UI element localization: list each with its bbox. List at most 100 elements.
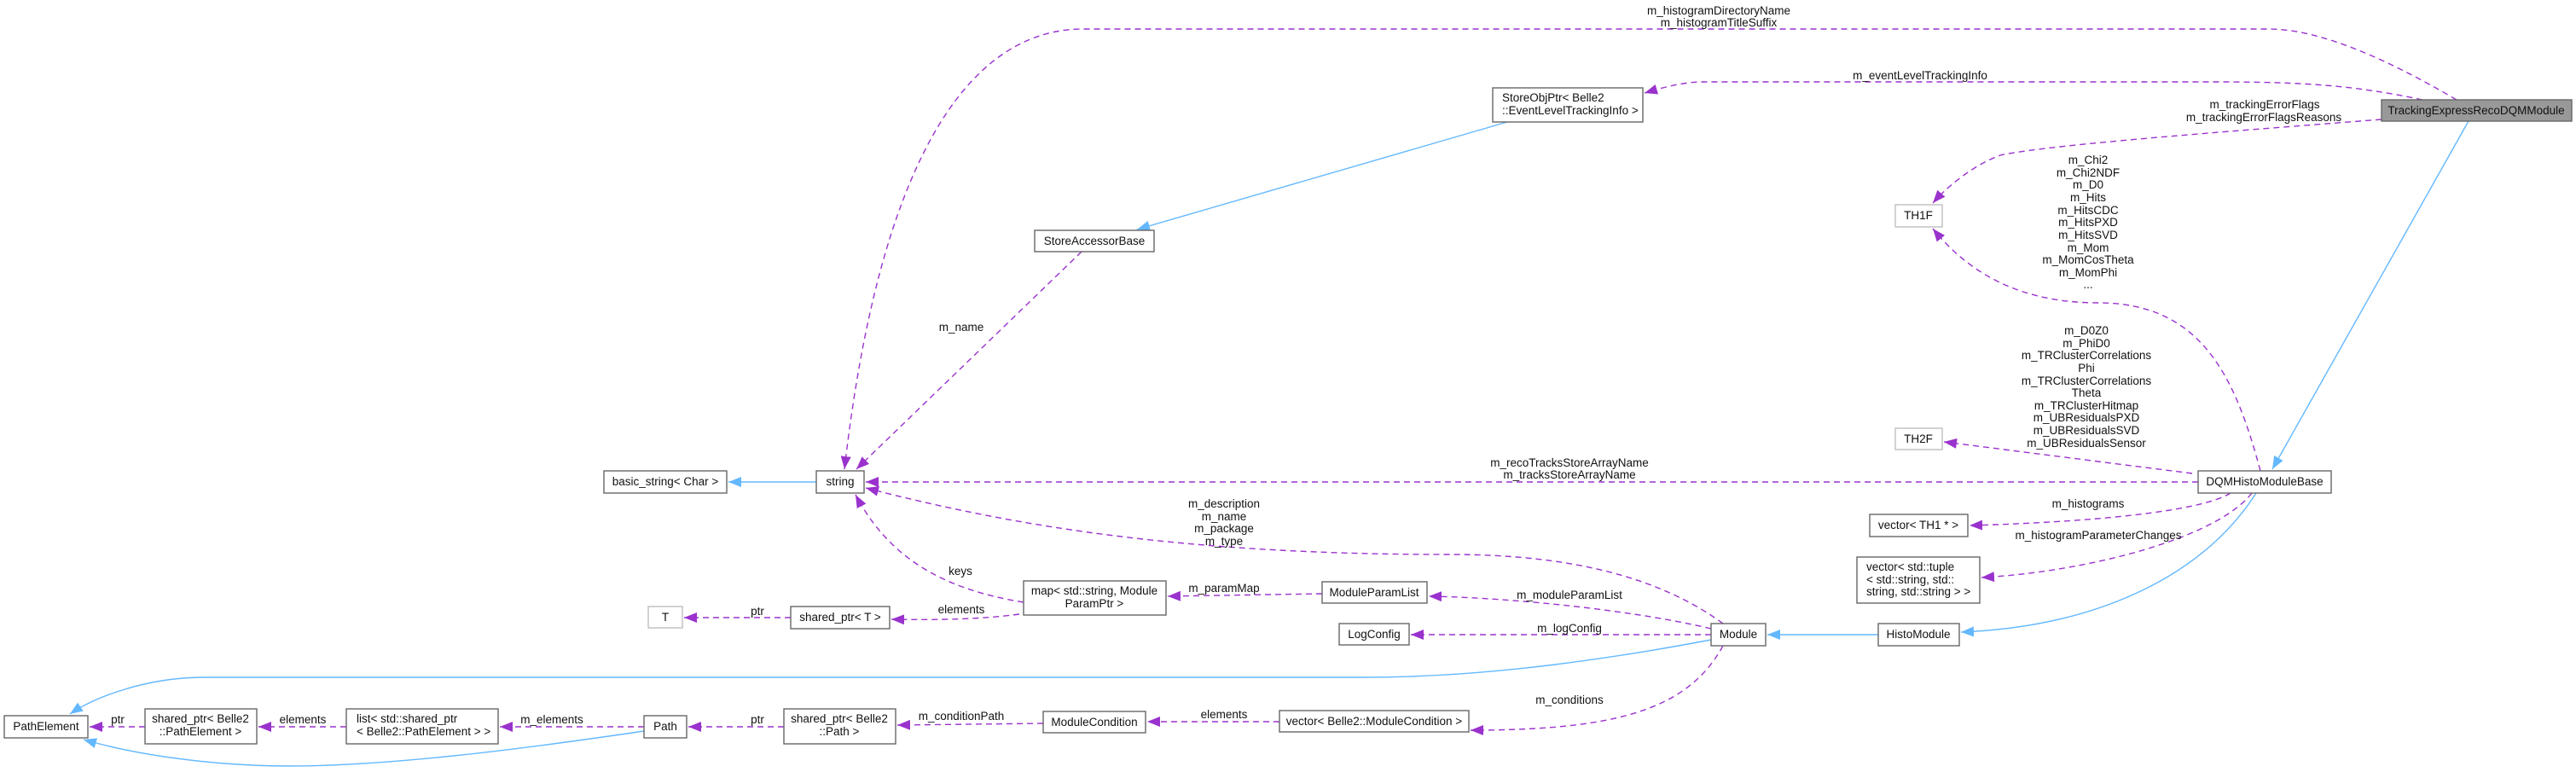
node-dqm-histo-module-base[interactable]: DQMHistoModuleBase <box>2197 470 2332 494</box>
edge-label: m_MomCosTheta <box>2042 253 2134 266</box>
node-label: map< std::string, Module <box>1031 584 1157 597</box>
edge-label: m_Hits <box>2070 191 2106 204</box>
node-tracking-express-reco-dqm-module[interactable]: TrackingExpressRecoDQMModule <box>2381 99 2573 122</box>
node-shared-ptr-path-element[interactable]: shared_ptr< Belle2 ::PathElement > <box>144 708 258 745</box>
node-path[interactable]: Path <box>643 715 688 739</box>
edge-label: m_Mom <box>2068 241 2109 254</box>
edge-inherit-path-element-module <box>69 639 1712 715</box>
node-label: DQMHistoModuleBase <box>2206 475 2323 488</box>
edge-label: m_UBResidualsPXD <box>2034 411 2140 424</box>
node-label: list< std::shared_ptr <box>357 712 458 725</box>
edge-label: elements <box>280 713 327 726</box>
node-label: T <box>662 611 669 624</box>
edge-map-keys <box>855 494 1024 603</box>
node-store-accessor-base[interactable]: StoreAccessorBase <box>1034 229 1155 252</box>
node-t[interactable]: T <box>647 606 683 629</box>
node-module-param-list[interactable]: ModuleParamList <box>1321 581 1428 604</box>
node-shared-ptr-path[interactable]: shared_ptr< Belle2 ::Path > <box>783 708 896 745</box>
node-store-obj-ptr[interactable]: StoreObjPtr< Belle2 ::EventLevelTracking… <box>1492 87 1644 123</box>
edge-label: ptr <box>111 713 125 726</box>
node-list-shared-ptr[interactable]: list< std::shared_ptr < Belle2::PathElem… <box>345 708 499 745</box>
node-path-element[interactable]: PathElement <box>3 715 89 739</box>
edge-param-map <box>1167 590 1323 601</box>
edge-labels: m_histogramDirectoryName m_histogramTitl… <box>111 4 2341 726</box>
edge-dqm-th1f <box>1932 228 2261 472</box>
node-string[interactable]: string <box>815 470 865 494</box>
node-label: Path <box>653 720 677 733</box>
edge-event-level-tracking-info <box>1644 81 2423 101</box>
edge-label: m_conditionPath <box>919 710 1005 723</box>
edge-label: ... <box>2083 278 2092 291</box>
edge-histogram-directory <box>840 28 2457 470</box>
edge-label: m_Chi2 <box>2068 154 2109 166</box>
edge-label: m_histogramTitleSuffix <box>1661 16 1778 29</box>
edge-label: m_moduleParamList <box>1517 589 1622 601</box>
node-label: Module <box>1720 628 1757 641</box>
edge-module-param-list <box>1428 591 1712 630</box>
edge-label: m_TRClusterCorrelations <box>2022 374 2152 387</box>
node-th1f[interactable]: TH1F <box>1894 204 1943 228</box>
node-th2f[interactable]: TH2F <box>1894 427 1943 450</box>
node-label: basic_string< Char > <box>612 475 719 488</box>
edge-label: m_PhiD0 <box>2063 337 2110 350</box>
node-label: < Belle2::PathElement > > <box>357 725 490 738</box>
edge-map-elements <box>891 613 1020 625</box>
node-module[interactable]: Module <box>1710 623 1767 647</box>
node-map-param[interactable]: map< std::string, Module ParamPtr > <box>1023 580 1167 616</box>
node-label: ModuleCondition <box>1051 716 1137 728</box>
edge-label: m_name <box>939 321 984 334</box>
node-module-condition[interactable]: ModuleCondition <box>1042 711 1146 734</box>
edges <box>69 28 2469 767</box>
edge-condition-path <box>896 719 1044 730</box>
edge-label: Phi <box>2078 362 2095 374</box>
edge-label: m_tracksStoreArrayName <box>1503 468 1635 481</box>
node-label: shared_ptr< Belle2 <box>791 712 888 725</box>
edge-label: m_Chi2NDF <box>2057 166 2120 179</box>
edge-inherit-dqm-histo-module-base <box>2271 120 2469 470</box>
edge-label: elements <box>938 603 985 616</box>
node-vector-module-condition[interactable]: vector< Belle2::ModuleCondition > <box>1279 710 1470 733</box>
node-label: TrackingExpressRecoDQMModule <box>2387 104 2564 117</box>
node-label: string, std::string > > <box>1866 585 1970 598</box>
node-log-config[interactable]: LogConfig <box>1338 623 1410 646</box>
node-label: string <box>826 475 854 488</box>
edge-dqm-param-changes <box>1981 492 2253 583</box>
node-label: PathElement <box>13 720 79 733</box>
node-label: ::EventLevelTrackingInfo > <box>1502 104 1639 117</box>
node-label: StoreObjPtr< Belle2 <box>1502 91 1604 104</box>
nodes: TrackingExpressRecoDQMModule StoreObjPtr… <box>3 87 2573 745</box>
edge-label: m_package <box>1194 522 1254 535</box>
edge-label: m_histogramDirectoryName <box>1647 4 1790 17</box>
edge-label: m_UBResidualsSVD <box>2034 424 2140 437</box>
node-label: shared_ptr< Belle2 <box>152 712 249 725</box>
node-label: ModuleParamList <box>1329 586 1419 599</box>
edge-label: Theta <box>2072 386 2102 399</box>
edge-label: m_type <box>1205 535 1243 548</box>
node-label: TH2F <box>1904 432 1933 445</box>
edge-label: elements <box>1201 708 1248 721</box>
edge-label: m_paramMap <box>1188 582 1259 595</box>
edge-label: m_logConfig <box>1537 622 1602 635</box>
node-vector-th1[interactable]: vector< TH1 * > <box>1869 514 1969 537</box>
edge-label: m_UBResidualsSensor <box>2027 437 2146 450</box>
node-histo-module[interactable]: HistoModule <box>1877 623 1960 647</box>
edge-label: m_recoTracksStoreArrayName <box>1490 456 1649 469</box>
edge-module-string <box>865 485 1724 624</box>
edge-store-accessor-name <box>856 251 1082 470</box>
edge-label: m_histograms <box>2052 497 2125 510</box>
edge-inherit-store-accessor-base <box>1136 121 1508 231</box>
edge-inherit-histo-module <box>1960 492 2257 637</box>
node-label: ::PathElement > <box>160 725 242 738</box>
node-basic-string[interactable]: basic_string< Char > <box>603 470 728 494</box>
node-shared-ptr-t[interactable]: shared_ptr< T > <box>790 606 891 630</box>
edge-label: keys <box>949 565 972 578</box>
node-vector-tuple[interactable]: vector< std::tuple < std::string, std:: … <box>1856 556 1981 604</box>
edge-label: m_D0Z0 <box>2064 324 2109 337</box>
edge-label: m_TRClusterCorrelations <box>2022 349 2152 362</box>
edge-dqm-th2f <box>1943 438 2193 474</box>
edge-label: m_eventLevelTrackingInfo <box>1853 69 1987 82</box>
edge-tracking-error-flags <box>1932 119 2382 204</box>
edge-label: m_description <box>1188 497 1260 510</box>
edge-label: m_D0 <box>2073 178 2103 191</box>
